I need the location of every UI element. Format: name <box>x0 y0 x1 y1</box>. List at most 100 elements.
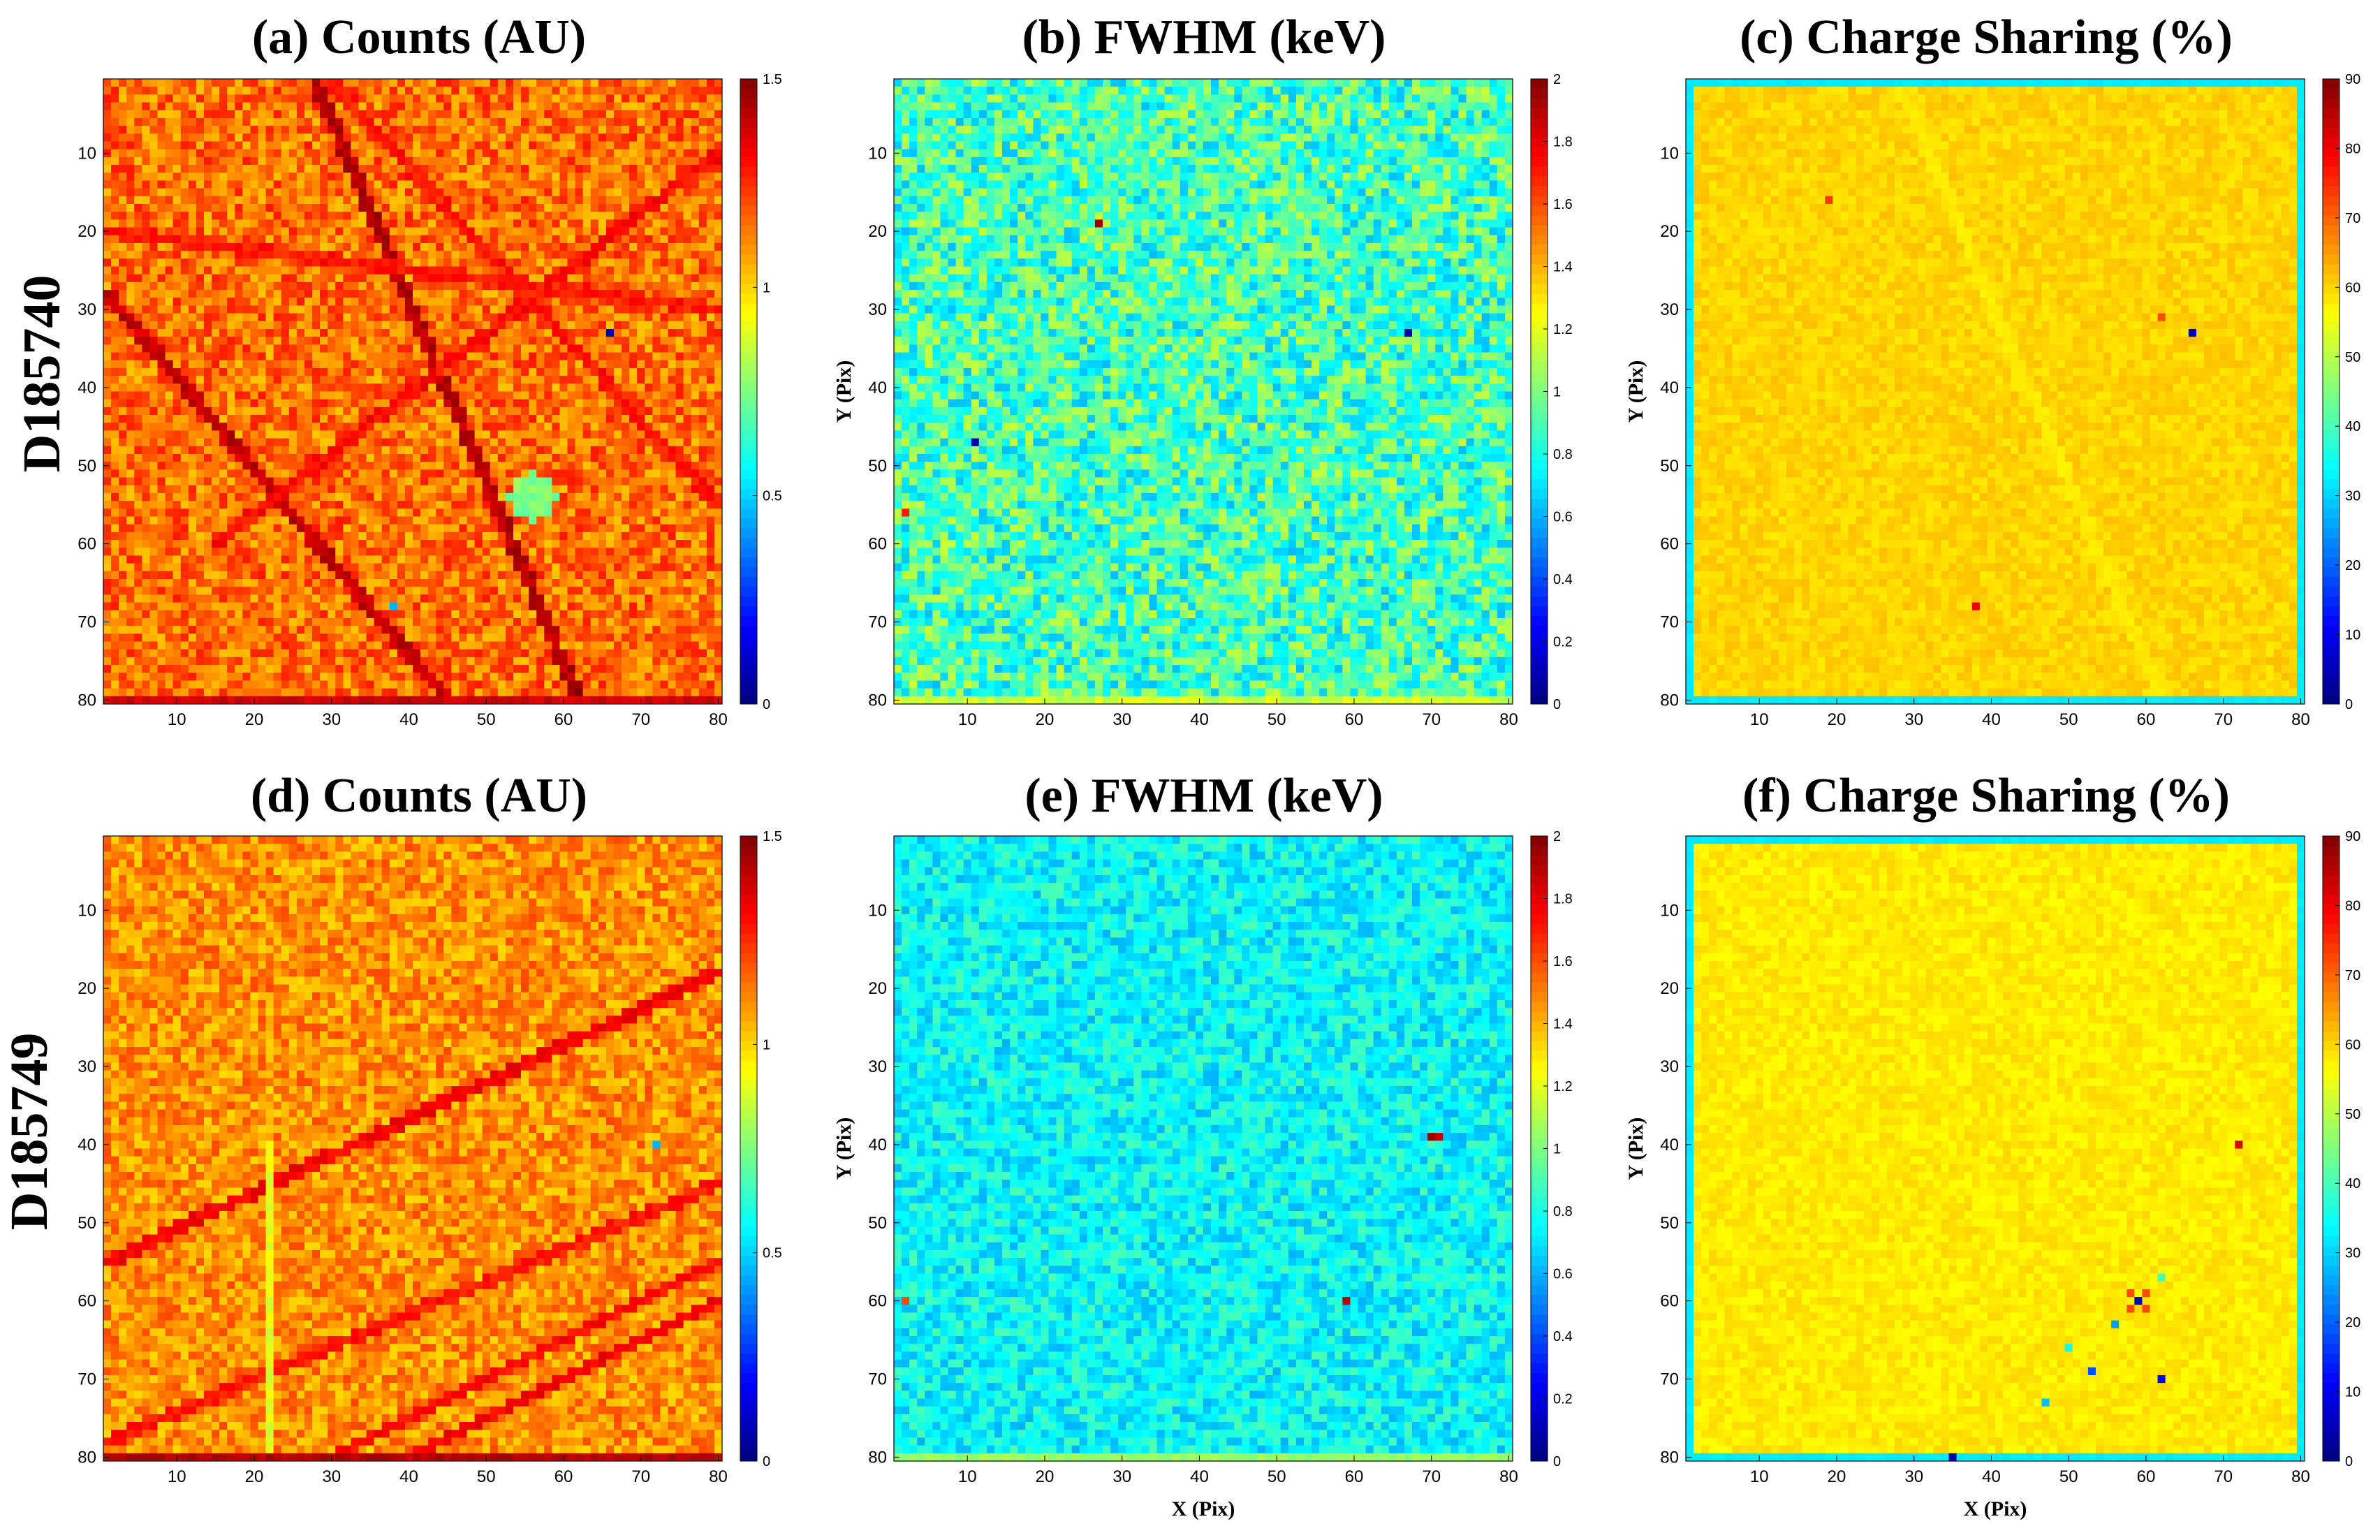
heatmap-cell <box>381 399 390 408</box>
heatmap-cell <box>706 290 715 298</box>
heatmap-cell <box>436 531 444 541</box>
heatmap-cell <box>413 94 421 103</box>
heatmap-cell <box>529 290 537 298</box>
heatmap-cell <box>683 477 692 486</box>
heatmap-cell <box>443 337 452 345</box>
heatmap-cell <box>381 367 390 376</box>
heatmap-cell <box>126 94 135 103</box>
heatmap-cell <box>443 352 452 361</box>
heatmap-cell <box>505 126 514 134</box>
heatmap-cell <box>242 469 251 478</box>
heatmap-cell <box>296 235 305 244</box>
heatmap-cell <box>203 524 212 533</box>
heatmap-cell <box>296 102 305 111</box>
heatmap-cell <box>343 531 351 541</box>
heatmap-cell <box>691 329 700 337</box>
heatmap-cell <box>521 399 529 408</box>
heatmap-cell <box>521 321 529 330</box>
heatmap-cell <box>366 337 375 345</box>
heatmap-cell <box>381 173 390 181</box>
heatmap-cell <box>459 540 467 548</box>
heatmap-cell <box>559 180 568 189</box>
heatmap-cell <box>134 102 142 111</box>
heatmap-cell <box>482 344 491 353</box>
heatmap-cell <box>328 540 336 548</box>
heatmap-cell <box>505 391 514 400</box>
heatmap-cell <box>265 391 274 400</box>
heatmap-cell <box>111 469 119 478</box>
heatmap-cell <box>103 290 112 298</box>
heatmap-cell <box>637 313 645 322</box>
heatmap-cell <box>660 313 668 322</box>
heatmap-cell <box>328 180 336 189</box>
heatmap-cell <box>567 548 575 556</box>
heatmap-cell <box>404 337 413 345</box>
heatmap-cell <box>328 516 336 525</box>
heatmap-cell <box>598 227 607 236</box>
heatmap-cell <box>212 204 220 212</box>
heatmap-cell <box>374 446 383 455</box>
heatmap-cell <box>343 430 351 439</box>
heatmap-cell <box>645 531 653 541</box>
heatmap-cell <box>645 117 653 126</box>
heatmap-cell <box>219 165 228 173</box>
heatmap-cell <box>312 391 321 400</box>
heatmap-cell <box>582 94 592 103</box>
heatmap-cell <box>590 117 599 126</box>
heatmap-cell <box>698 423 707 431</box>
heatmap-cell <box>652 329 661 337</box>
heatmap-cell <box>296 290 305 298</box>
heatmap-cell <box>242 117 251 126</box>
heatmap-cell <box>103 516 112 525</box>
heatmap-cell <box>366 102 375 111</box>
heatmap-cell <box>273 305 282 314</box>
heatmap-cell <box>142 423 150 431</box>
heatmap-cell <box>552 391 560 400</box>
heatmap-cell <box>335 462 344 470</box>
heatmap-cell <box>698 524 707 533</box>
heatmap-cell <box>420 321 429 330</box>
heatmap-cell <box>482 313 491 322</box>
heatmap-cell <box>142 415 150 423</box>
heatmap-cell <box>683 540 692 548</box>
heatmap-cell <box>180 235 189 244</box>
heatmap-cell <box>505 415 514 423</box>
heatmap-cell <box>613 423 622 431</box>
heatmap-cell <box>258 173 266 181</box>
heatmap-cell <box>645 423 653 431</box>
heatmap-cell <box>242 266 251 275</box>
heatmap-cell <box>265 165 274 173</box>
heatmap-cell <box>529 219 537 228</box>
heatmap-cell <box>235 305 243 314</box>
heatmap-cell <box>188 383 197 392</box>
heatmap-cell <box>111 251 119 259</box>
heatmap-cell <box>668 501 676 509</box>
heatmap-cell <box>490 180 499 189</box>
heatmap-cell <box>436 180 444 189</box>
heatmap-cell <box>196 219 205 228</box>
heatmap-cell <box>613 79 622 87</box>
heatmap-cell <box>467 344 475 353</box>
heatmap-cell <box>180 251 189 259</box>
heatmap-cell <box>126 227 135 236</box>
heatmap-cell <box>404 438 413 447</box>
heatmap-cell <box>157 219 166 228</box>
heatmap-cell <box>103 188 112 197</box>
heatmap-cell <box>227 337 235 345</box>
heatmap-cell <box>629 406 638 416</box>
heatmap-cell <box>474 454 483 462</box>
heatmap-cell <box>381 524 390 533</box>
heatmap-cell <box>335 492 344 501</box>
heatmap-cell <box>660 376 668 384</box>
heatmap-cell <box>552 531 560 541</box>
heatmap-cell <box>404 423 413 431</box>
heatmap-cell <box>219 329 228 337</box>
heatmap-cell <box>698 360 707 369</box>
heatmap-cell <box>134 406 142 416</box>
heatmap-cell <box>281 540 290 548</box>
heatmap-cell <box>590 477 599 486</box>
heatmap-cell <box>521 462 529 470</box>
heatmap-cell <box>235 258 243 267</box>
heatmap-cell <box>381 133 390 142</box>
heatmap-cell <box>714 531 723 541</box>
